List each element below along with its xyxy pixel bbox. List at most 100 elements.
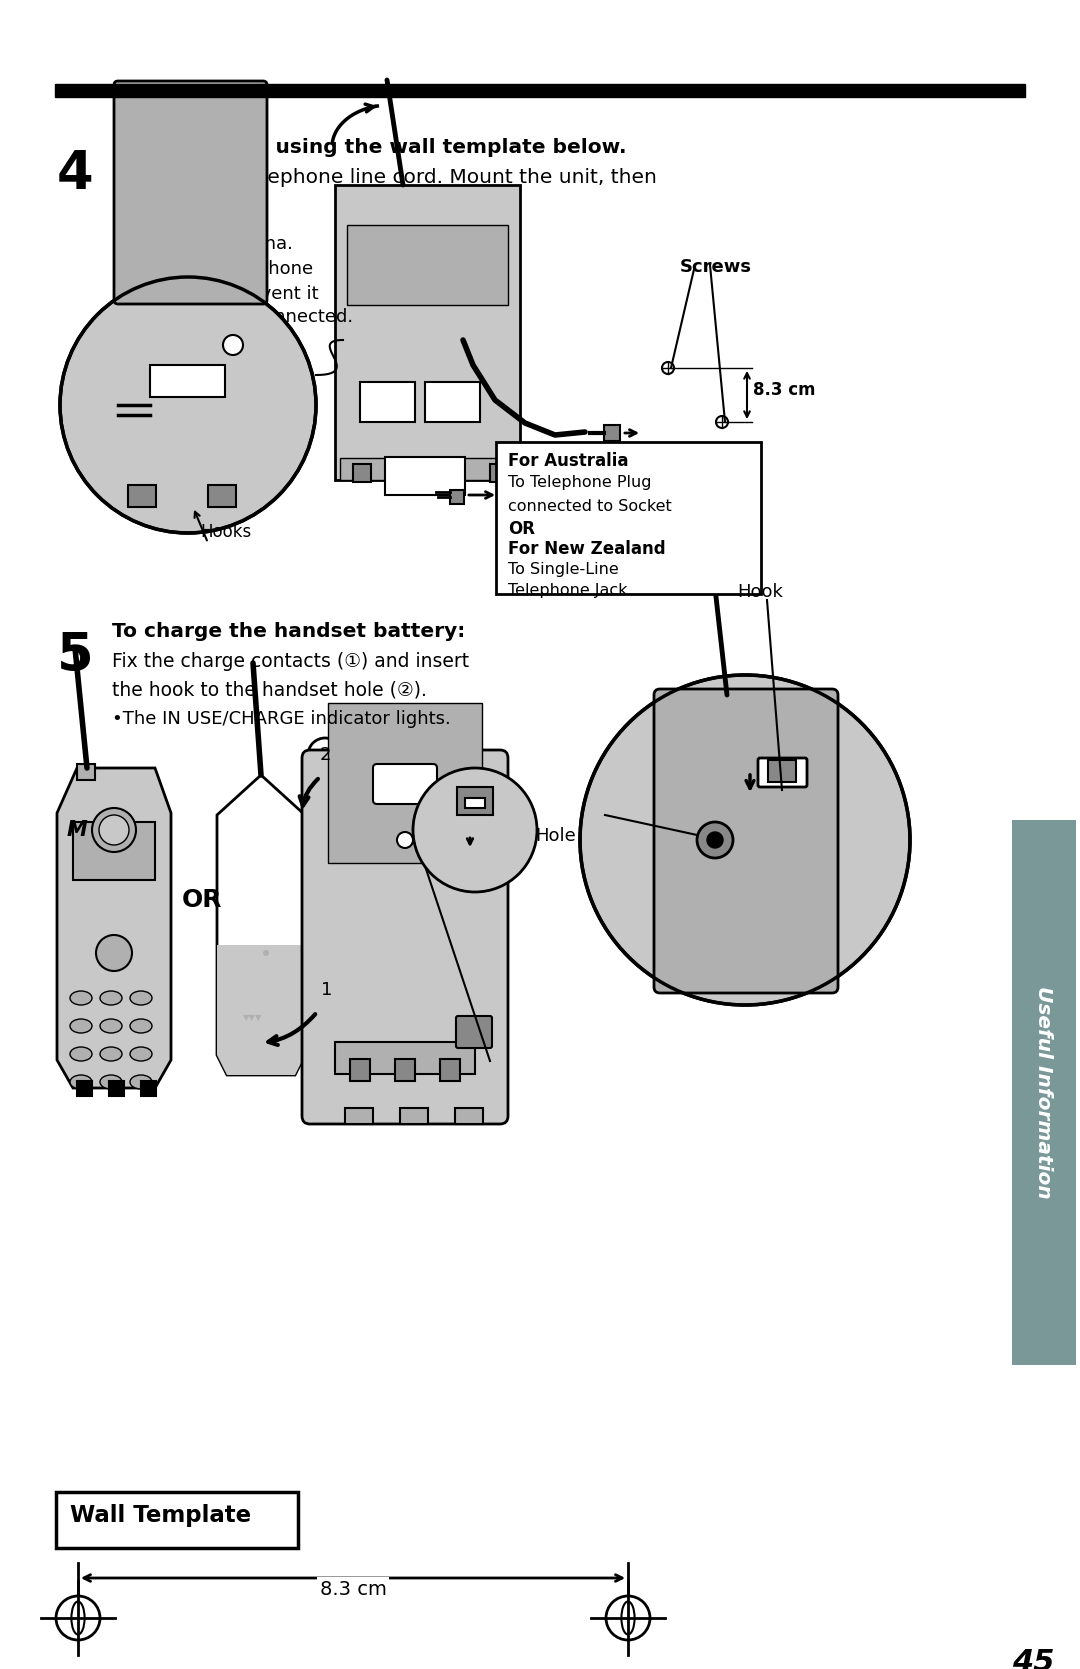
Bar [455,1108,483,1123]
Ellipse shape [70,991,92,1005]
Circle shape [96,935,132,971]
Bar [360,382,415,422]
Bar [55,83,1025,97]
Text: •The IN USE/CHARGE indicator lights.: •The IN USE/CHARGE indicator lights. [112,709,450,728]
Text: •Fasten the telephone: •Fasten the telephone [112,260,313,279]
Bar [335,1041,475,1073]
Bar [77,764,95,779]
Text: Hole: Hole [535,828,576,845]
FancyBboxPatch shape [758,758,807,788]
Text: 1: 1 [322,981,333,1000]
Ellipse shape [100,1046,122,1061]
Circle shape [264,950,269,956]
FancyBboxPatch shape [302,749,508,1123]
Text: 5: 5 [57,629,94,683]
FancyBboxPatch shape [114,82,267,304]
Bar [465,798,485,808]
Ellipse shape [100,991,122,1005]
Bar [347,225,508,305]
Bar [496,442,761,594]
Text: Hooks: Hooks [200,522,252,541]
FancyBboxPatch shape [456,1016,492,1048]
Bar [400,1108,428,1123]
Circle shape [606,1596,650,1641]
Bar [56,1492,298,1549]
Text: •Raise the antenna.: •Raise the antenna. [112,235,293,254]
Text: 4: 4 [57,149,94,200]
Text: Screws: Screws [680,259,752,275]
Polygon shape [57,768,171,1088]
Text: ▼▼▼: ▼▼▼ [243,1013,262,1021]
Text: Telephone Jack: Telephone Jack [508,582,627,598]
Circle shape [472,803,484,814]
Circle shape [707,833,723,848]
Text: M: M [67,819,87,840]
Bar [1012,819,1076,1365]
Text: To Telephone Plug: To Telephone Plug [508,476,651,491]
Bar [384,457,465,496]
Ellipse shape [70,1046,92,1061]
FancyBboxPatch shape [654,689,838,993]
Bar [77,1082,92,1097]
Bar [328,703,482,863]
Circle shape [310,973,345,1006]
Text: To charge the handset battery:: To charge the handset battery: [112,623,465,641]
Text: line cord to prevent it: line cord to prevent it [112,285,319,304]
FancyBboxPatch shape [373,764,437,804]
Ellipse shape [130,991,152,1005]
Bar [345,1108,373,1123]
Circle shape [413,768,537,891]
Text: Wall Template: Wall Template [70,1504,252,1527]
Bar [395,1060,415,1082]
Bar [440,1060,460,1082]
Text: 2: 2 [320,746,330,764]
Bar [141,1082,156,1097]
Ellipse shape [71,1602,84,1634]
Bar [109,1082,124,1097]
Text: the hook to the handset hole (②).: the hook to the handset hole (②). [112,679,427,699]
Bar [129,486,156,507]
Circle shape [662,362,674,374]
Text: 8.3 cm: 8.3 cm [753,381,815,399]
Text: 8.3 cm: 8.3 cm [320,1581,387,1599]
Text: Hook: Hook [737,582,783,601]
Text: OR: OR [183,888,222,911]
Text: OR: OR [508,521,535,537]
Bar [457,788,492,814]
Text: To Single-Line: To Single-Line [508,562,619,577]
Text: slide down.: slide down. [112,199,226,217]
Polygon shape [217,945,305,1075]
Bar [604,426,620,441]
Circle shape [56,1596,100,1641]
Bar [768,759,796,783]
Circle shape [99,814,129,845]
Ellipse shape [621,1602,635,1634]
Bar [490,464,508,482]
Text: For Australia: For Australia [508,452,629,471]
Circle shape [92,808,136,851]
Circle shape [580,674,910,1005]
Text: For New Zealand: For New Zealand [508,541,665,557]
Polygon shape [217,774,305,1075]
Bar [340,457,515,481]
Bar [353,464,372,482]
Bar [73,823,156,880]
Ellipse shape [100,1020,122,1033]
Text: 45: 45 [1012,1647,1054,1669]
Ellipse shape [130,1046,152,1061]
Text: from being disconnected.: from being disconnected. [112,309,353,325]
Ellipse shape [70,1075,92,1088]
Bar [350,1060,370,1082]
Ellipse shape [70,1020,92,1033]
Ellipse shape [130,1075,152,1088]
Circle shape [697,823,733,858]
Text: Fix the charge contacts (①) and insert: Fix the charge contacts (①) and insert [112,653,469,671]
Bar [450,491,464,504]
Circle shape [222,335,243,355]
Circle shape [397,833,413,848]
Ellipse shape [100,1075,122,1088]
Bar [150,366,225,397]
Ellipse shape [130,1020,152,1033]
Bar [426,382,480,422]
Text: Install screws using the wall template below.: Install screws using the wall template b… [112,139,626,157]
